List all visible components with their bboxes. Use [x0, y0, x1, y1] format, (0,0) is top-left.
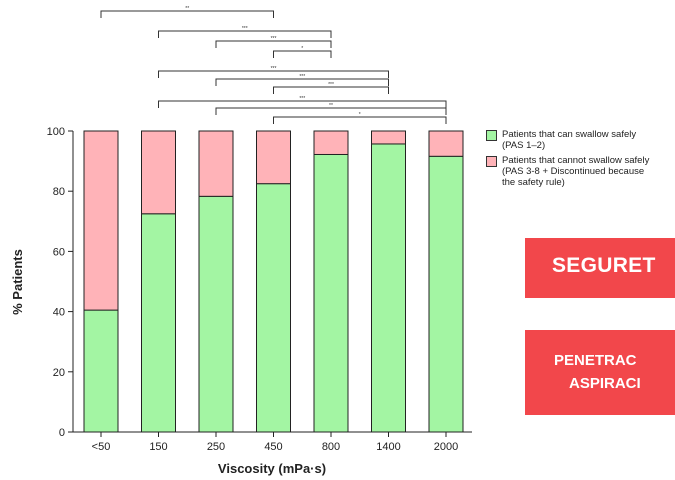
y-tick-label-0: 0	[59, 427, 65, 439]
bar-safe-6	[428, 155, 464, 433]
x-tick-label-1: 150	[149, 441, 167, 453]
significance-label-6: ***	[328, 82, 334, 88]
bar-safe-3	[256, 183, 291, 433]
legend-item-safe: Patients that can swallow safely (PAS 1–…	[486, 129, 675, 151]
bar-unsafe-1	[141, 130, 176, 215]
x-tick-label-0: <50	[92, 441, 111, 453]
y-tick-label-40: 40	[53, 307, 65, 319]
significance-label-1: ***	[242, 26, 248, 32]
legend-swatch-safe	[486, 130, 497, 141]
legend-item-unsafe: Patients that cannot swallow safely (PAS…	[486, 155, 675, 188]
x-tick-label-6: 2000	[434, 441, 458, 453]
x-tick-label-3: 450	[264, 441, 282, 453]
significance-label-8: **	[329, 103, 333, 109]
significance-brackets: ************************	[100, 6, 447, 124]
bars	[83, 130, 464, 433]
bar-safe-4	[313, 153, 349, 433]
banner-penetracio-line1: PENETRAC	[554, 352, 637, 369]
significance-bracket-1	[158, 30, 332, 38]
y-tick-label-60: 60	[53, 246, 65, 258]
significance-bracket-7	[158, 100, 447, 108]
significance-label-0: **	[185, 6, 189, 12]
y-tick-label-100: 100	[47, 126, 65, 138]
axes: % Patients Viscosity (mPa·s) 0 20 40 60 80 10…	[10, 126, 472, 476]
legend-label-unsafe: Patients that cannot swallow safely (PAS…	[502, 155, 650, 188]
legend: Patients that can swallow safely (PAS 1–…	[486, 129, 675, 192]
banner-penetracio: PENETRAC ASPIRACI	[525, 330, 675, 415]
bar-unsafe-5	[371, 130, 406, 145]
bar-safe-2	[198, 195, 234, 433]
bar-unsafe-0	[83, 130, 119, 311]
y-axis-title: % Patients	[10, 249, 25, 315]
significance-bracket-2	[215, 40, 332, 48]
legend-swatch-unsafe	[486, 156, 497, 167]
y-tick-label-80: 80	[53, 186, 65, 198]
significance-label-2: ***	[271, 36, 277, 42]
significance-bracket-6	[273, 86, 389, 94]
significance-label-9: *	[359, 112, 361, 118]
y-tick-label-20: 20	[53, 367, 65, 379]
banner-seguret: SEGURET	[525, 238, 675, 298]
x-tick-label-5: 1400	[376, 441, 400, 453]
x-tick-label-2: 250	[207, 441, 225, 453]
bar-safe-5	[371, 143, 406, 433]
banner-penetracio-line2: ASPIRACI	[569, 375, 641, 392]
bar-unsafe-6	[428, 130, 464, 157]
x-axis-title: Viscosity (mPa·s)	[218, 461, 326, 476]
bar-safe-1	[141, 213, 176, 433]
significance-label-5: ***	[299, 74, 305, 80]
significance-bracket-0	[100, 10, 274, 18]
significance-bracket-9	[273, 116, 447, 124]
significance-label-3: *	[301, 46, 303, 52]
significance-bracket-4	[158, 70, 389, 78]
significance-label-7: ***	[299, 96, 305, 102]
banner-seguret-text: SEGURET	[552, 254, 656, 277]
x-tick-label-4: 800	[322, 441, 340, 453]
significance-bracket-3	[273, 50, 332, 58]
bar-unsafe-2	[198, 130, 234, 197]
significance-bracket-8	[215, 107, 447, 115]
bar-unsafe-3	[256, 130, 291, 185]
significance-label-4: ***	[271, 66, 277, 72]
bar-unsafe-4	[313, 130, 349, 155]
significance-bracket-5	[215, 78, 389, 86]
bar-safe-0	[83, 309, 119, 433]
legend-label-safe: Patients that can swallow safely (PAS 1–…	[502, 129, 637, 151]
